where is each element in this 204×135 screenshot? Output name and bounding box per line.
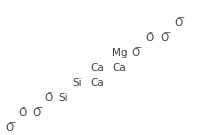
Text: Ca: Ca xyxy=(90,78,103,88)
Text: ––: –– xyxy=(177,13,184,22)
Text: –: – xyxy=(47,88,51,97)
Text: Si: Si xyxy=(58,93,67,103)
Text: Si: Si xyxy=(72,78,81,88)
Text: O: O xyxy=(5,123,13,133)
Text: Ca: Ca xyxy=(111,63,125,73)
Text: ––: –– xyxy=(134,43,142,52)
Text: –: – xyxy=(148,28,152,37)
Text: O: O xyxy=(32,108,40,118)
Text: ––: –– xyxy=(163,28,171,37)
Text: Mg: Mg xyxy=(111,48,127,58)
Text: –: – xyxy=(21,103,25,112)
Text: O: O xyxy=(18,108,26,118)
Text: ––: –– xyxy=(9,118,16,127)
Text: O: O xyxy=(159,33,167,43)
Text: ––: –– xyxy=(35,103,43,112)
Text: O: O xyxy=(130,48,139,58)
Text: O: O xyxy=(144,33,153,43)
Text: O: O xyxy=(44,93,52,103)
Text: Ca: Ca xyxy=(90,63,103,73)
Text: O: O xyxy=(173,18,181,28)
